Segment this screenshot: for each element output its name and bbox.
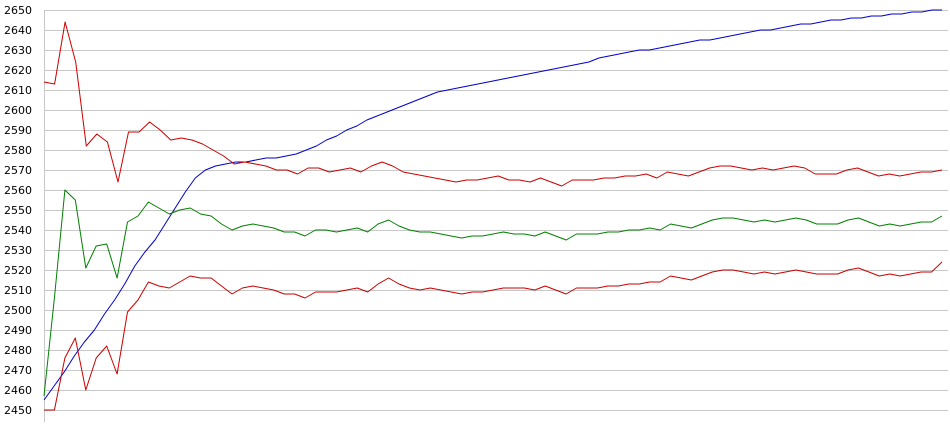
y-tick-label: 2650 — [4, 4, 32, 17]
y-axis: 2450 2460 2470 2480 2490 2500 2510 2520 2530 2540… — [4, 4, 45, 422]
series-lines — [43, 9, 943, 411]
y-tick-label: 2520 — [4, 264, 32, 277]
y-tick-label: 2590 — [4, 124, 32, 137]
y-tick-label: 2540 — [4, 224, 32, 237]
y-tick-label: 2620 — [4, 64, 32, 77]
y-tick-label: 2460 — [4, 384, 32, 397]
y-tick-label: 2640 — [4, 24, 32, 37]
y-tick-label: 2480 — [4, 344, 32, 357]
series-line-4 — [44, 261, 943, 411]
y-tick-label: 2610 — [4, 84, 32, 97]
y-tick-label: 2500 — [4, 304, 32, 317]
y-tick-label: 2450 — [4, 404, 32, 417]
series-line-3 — [43, 189, 943, 397]
y-tick-label: 2630 — [4, 44, 32, 57]
y-tick-label: 2550 — [4, 204, 32, 217]
series-line-1 — [43, 9, 942, 401]
series-line-2 — [43, 21, 943, 187]
y-tick-label: 2530 — [4, 244, 32, 257]
y-tick-label: 2560 — [4, 184, 32, 197]
y-tick-label: 2580 — [4, 144, 32, 157]
y-tick-label: 2490 — [4, 324, 32, 337]
y-tick-label: 2510 — [4, 284, 32, 297]
y-tick-label: 2570 — [4, 164, 32, 177]
y-tick-label: 2600 — [4, 104, 32, 117]
y-tick-label: 2470 — [4, 364, 32, 377]
